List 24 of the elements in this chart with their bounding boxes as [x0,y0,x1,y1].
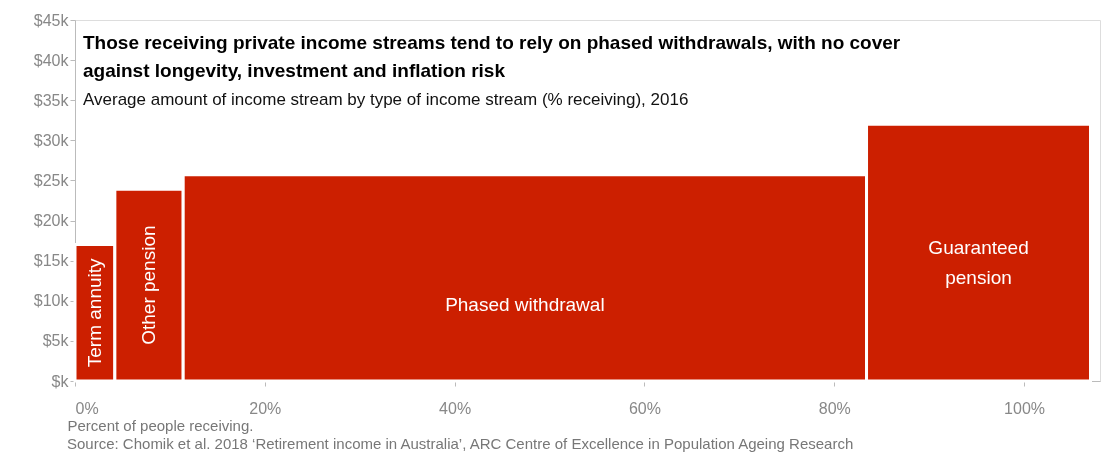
y-tick-label: $20k [33,212,70,230]
text: Average amount of income stream by type of income stream (% receiving), 2016 [83,90,689,109]
x-tick-label: 100% [1004,399,1046,417]
text: Those receiving private income streams tend to rely on phased withdrawals, with no cover against longevity, investment and inflation risk [83,32,901,81]
annotation: Other pension [138,225,160,345]
y-tick-label: $40k [33,51,70,69]
x-axis-title: Percent of people receiving. [67,416,254,434]
annotation: Term annuity [83,257,105,368]
source-note: Source: Chomik et al. 2018 ‘Retirement income in Australia’, ARC Centre of Excellence in Population Ageing Research [67,435,854,452]
x-tick-label: 80% [818,399,851,417]
annotation: Phased withdrawal [445,293,605,315]
x-tick-label: 40% [439,399,472,417]
y-tick-label: $5k [42,332,70,350]
y-tick-label: $k [51,372,70,390]
y-tick-label: $15k [33,252,70,270]
x-tick-label: 0% [75,399,99,417]
y-tick-label: $45k [33,11,70,29]
y-tick-label: $10k [33,292,70,310]
x-tick-label: 60% [628,399,661,417]
y-tick-label: $25k [33,171,70,189]
annotation: Guaranteed pension [928,236,1029,288]
y-tick-label: $30k [33,131,70,149]
x-tick-label: 20% [249,399,282,417]
y-tick-label: $35k [33,91,70,109]
